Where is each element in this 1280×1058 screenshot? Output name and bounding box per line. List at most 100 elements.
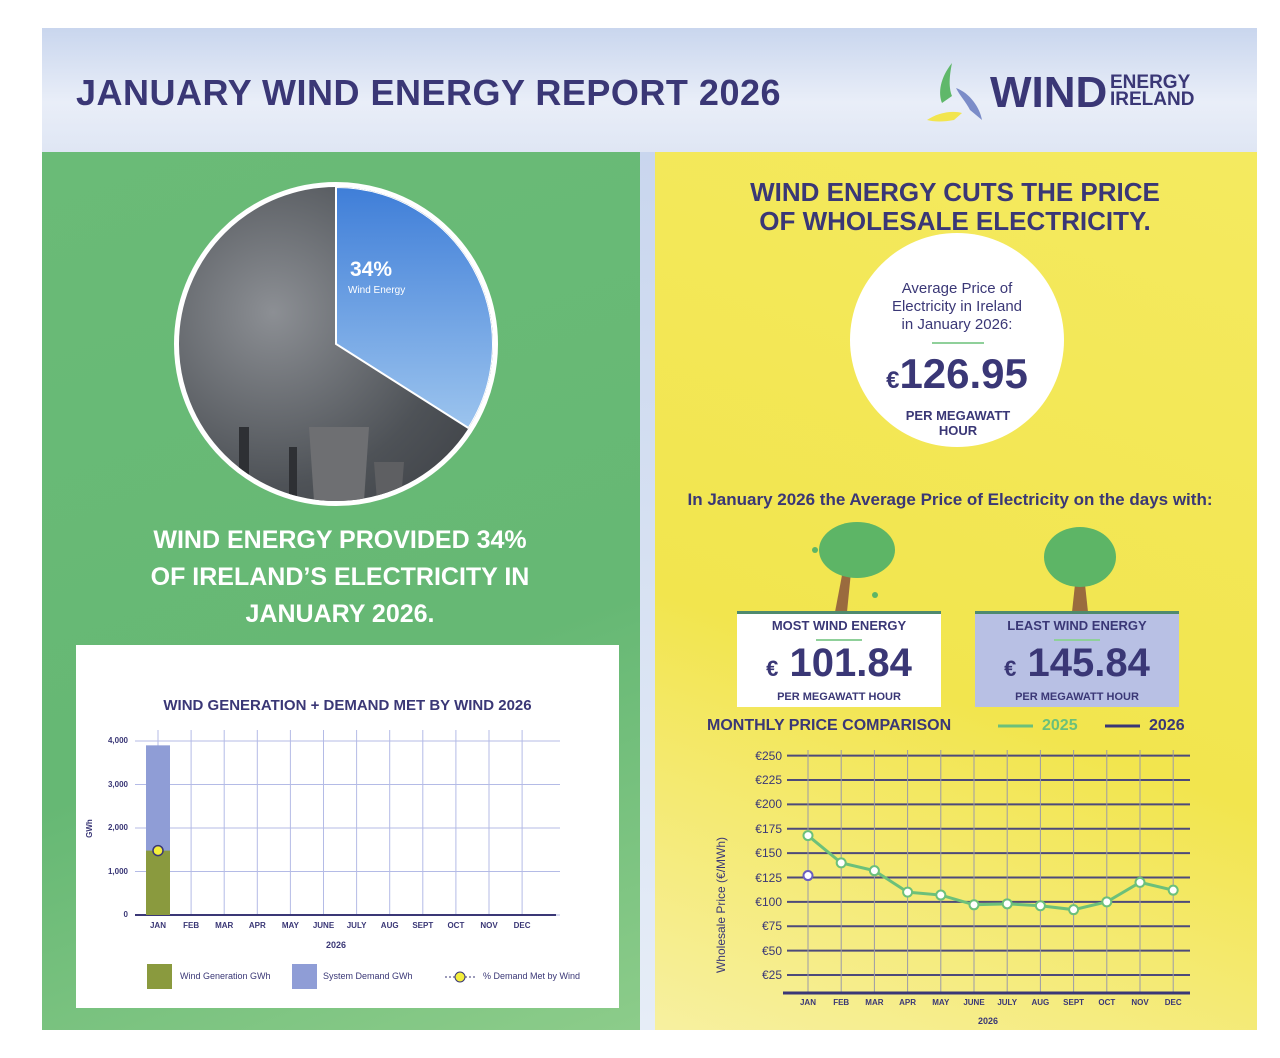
panel-divider [640, 152, 655, 1030]
y-tick-label: €50 [761, 943, 782, 958]
y-tick-label: 1,000 [107, 866, 128, 876]
report-header: JANUARY WIND ENERGY REPORT 2026 WIND ENE… [42, 28, 1257, 152]
average-price-value: €126.95 [860, 350, 1054, 398]
line-2025 [807, 834, 1174, 912]
currency-symbol: € [1004, 656, 1017, 681]
x-tick-label: AUG [380, 921, 399, 930]
divider [1054, 639, 1100, 641]
x-tick-label: FEB [833, 998, 850, 1007]
x-axis-label: 2026 [978, 1016, 999, 1026]
y-tick-label: 0 [123, 910, 128, 919]
unit-line: HOUR [938, 423, 978, 438]
y-tick-label: €200 [755, 797, 782, 812]
average-price-label: Average Price of Electricity in Ireland … [870, 280, 1044, 334]
card-unit: PER MEGAWATT HOUR [1015, 691, 1139, 703]
x-tick-label: JUNE [312, 921, 335, 930]
x-tick-label: DEC [513, 921, 531, 930]
headline-line: JANUARY 2026. [245, 600, 435, 628]
point-2025 [968, 899, 980, 911]
point-2025 [935, 889, 947, 901]
y-tick-label: €225 [755, 773, 782, 787]
point-2025 [1001, 898, 1013, 910]
point-2025 [802, 830, 814, 842]
x-tick-label: NOV [480, 921, 498, 930]
label-line: Electricity in Ireland [891, 298, 1023, 315]
x-tick-label: MAR [215, 921, 234, 930]
report-title: JANUARY WIND ENERGY REPORT 2026 [76, 72, 782, 113]
most-wind-card: MOST WIND ENERGY € 101.84 PER MEGAWATT H… [737, 611, 941, 707]
card-heading: MOST WIND ENERGY [771, 618, 907, 633]
y-tick-label: €175 [755, 821, 782, 836]
y-tick-label: 2,000 [107, 823, 128, 832]
card-value: € 145.84 [975, 641, 1179, 691]
y-tick-label: €250 [755, 748, 782, 763]
turbine-logo-icon [927, 63, 982, 122]
point-2025 [1101, 896, 1113, 908]
legend-label: Wind Generation GWh [180, 971, 271, 981]
legend-label: 2025 [1042, 717, 1078, 734]
cooling-tower-shape [309, 427, 369, 501]
point-2026 [802, 870, 814, 882]
card-value: € 101.84 [737, 641, 941, 691]
chimney-shape [239, 427, 249, 497]
title-line: WIND ENERGY CUTS THE PRICE [750, 177, 1160, 207]
x-tick-label: AUG [1031, 998, 1050, 1007]
average-price-circle [850, 233, 1064, 447]
calm-tree-icon [1044, 527, 1116, 612]
x-tick-label: JULY [997, 998, 1018, 1007]
x-tick-label: OCT [1098, 998, 1116, 1007]
point-2025 [835, 857, 847, 869]
unit-line: PER MEGAWATT [905, 408, 1011, 423]
x-tick-label: JUNE [963, 998, 985, 1007]
x-tick-label: JAN [799, 998, 816, 1007]
point-2025 [1134, 876, 1146, 888]
price-number: 126.95 [899, 350, 1028, 397]
price-section-title: WIND ENERGY CUTS THE PRICE OF WHOLESALE … [700, 178, 1210, 236]
legend-label: 2026 [1149, 717, 1185, 734]
legend-swatch-wind [147, 964, 172, 989]
point-2025 [1167, 884, 1179, 896]
wind-energy-ireland-logo: WIND ENERGY IRELAND [922, 58, 1222, 128]
bar-wind-generation [146, 850, 170, 915]
x-axis-label: 2026 [326, 940, 347, 950]
y-tick-label: €25 [761, 968, 782, 982]
average-price-unit: PER MEGAWATT HOUR [880, 408, 1036, 438]
legend-label: % Demand Met by Wind [483, 971, 581, 981]
currency-symbol: € [886, 367, 900, 394]
x-tick-label: OCT [447, 921, 465, 930]
legend-swatch-demand [292, 964, 317, 989]
point-2025 [868, 865, 880, 877]
least-wind-card: LEAST WIND ENERGY € 145.84 PER MEGAWATT … [975, 611, 1179, 707]
headline-line: OF IRELAND’S ELECTRICITY IN [150, 563, 530, 591]
label-line: Average Price of [901, 280, 1013, 297]
x-tick-label: MAY [281, 921, 299, 930]
currency-symbol: € [766, 656, 779, 681]
windy-tree-icon [812, 522, 895, 612]
title-line: OF WHOLESALE ELECTRICITY. [759, 206, 1151, 236]
legend-label: System Demand GWh [323, 971, 413, 981]
headline-line: WIND ENERGY PROVIDED 34% [153, 526, 527, 554]
days-comparison-text: In January 2026 the Average Price of Ele… [687, 490, 1213, 509]
x-tick-label: JAN [149, 921, 166, 930]
y-tick-label: 3,000 [107, 779, 128, 789]
logo-wind-text: WIND [990, 68, 1108, 117]
price-number: 145.84 [1027, 641, 1150, 685]
x-tick-label: JULY [346, 921, 367, 930]
y-tick-label: 4,000 [107, 736, 128, 745]
card-unit: PER MEGAWATT HOUR [777, 691, 901, 703]
y-tick-label: €100 [755, 894, 782, 909]
y-tick-label: €75 [761, 919, 782, 934]
point-2025 [902, 886, 914, 898]
divider [816, 639, 862, 641]
point-2025 [1034, 900, 1046, 912]
x-tick-label: FEB [183, 921, 200, 930]
price-number: 101.84 [789, 641, 912, 685]
x-tick-label: DEC [1164, 998, 1182, 1007]
point-2025 [1068, 904, 1080, 916]
logo-energy: ENERGY [1110, 72, 1191, 93]
x-tick-label: SEPT [412, 921, 434, 930]
wind-share-pie [174, 182, 498, 506]
x-tick-label: MAY [932, 998, 950, 1007]
